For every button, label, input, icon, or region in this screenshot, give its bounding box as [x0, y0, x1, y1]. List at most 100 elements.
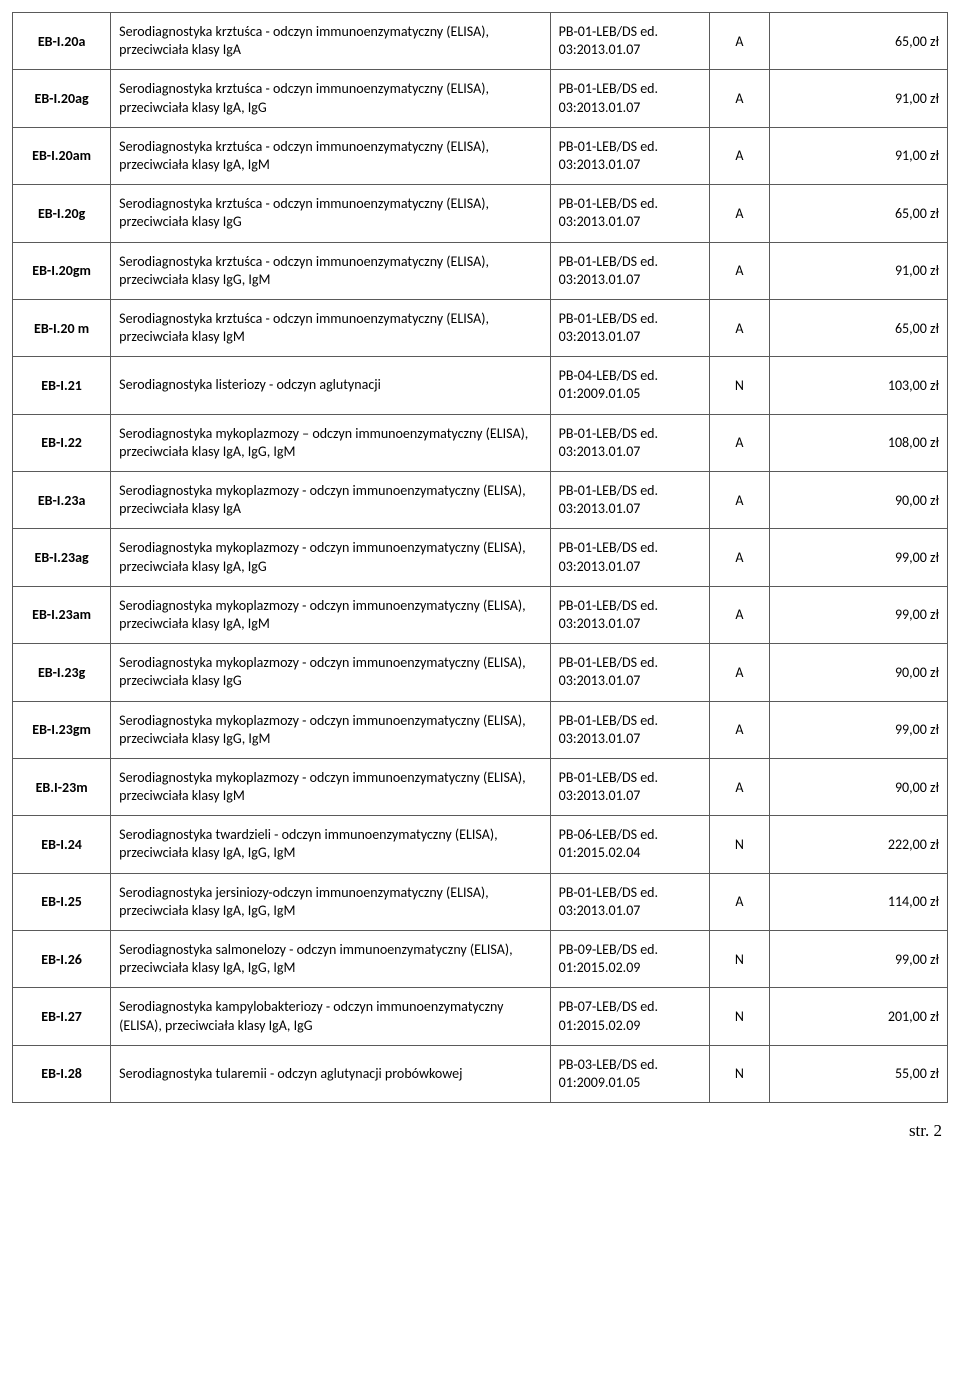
table-row: EB-I.28Serodiagnostyka tularemii - odczy… [13, 1045, 948, 1102]
cell-code: EB-I.27 [13, 988, 111, 1045]
cell-reference: PB-09-LEB/DS ed. 01:2015.02.09 [550, 931, 709, 988]
cell-description: Serodiagnostyka listeriozy - odczyn aglu… [111, 357, 550, 414]
cell-price: 222,00 zł [770, 816, 948, 873]
cell-flag: A [709, 873, 770, 930]
cell-code: EB.I-23m [13, 758, 111, 815]
cell-description: Serodiagnostyka krztuśca - odczyn immuno… [111, 127, 550, 184]
cell-code: EB-I.20am [13, 127, 111, 184]
table-row: EB-I.23agSerodiagnostyka mykoplazmozy - … [13, 529, 948, 586]
cell-code: EB-I.23g [13, 644, 111, 701]
cell-description: Serodiagnostyka tularemii - odczyn aglut… [111, 1045, 550, 1102]
cell-code: EB-I.23gm [13, 701, 111, 758]
cell-flag: A [709, 242, 770, 299]
table-row: EB-I.23gSerodiagnostyka mykoplazmozy - o… [13, 644, 948, 701]
cell-reference: PB-06-LEB/DS ed. 01:2015.02.04 [550, 816, 709, 873]
cell-price: 90,00 zł [770, 472, 948, 529]
table-row: EB-I.20 mSerodiagnostyka krztuśca - odcz… [13, 299, 948, 356]
cell-description: Serodiagnostyka kampylobakteriozy - odcz… [111, 988, 550, 1045]
cell-code: EB-I.23a [13, 472, 111, 529]
cell-flag: A [709, 185, 770, 242]
cell-code: EB-I.22 [13, 414, 111, 471]
cell-price: 65,00 zł [770, 299, 948, 356]
cell-flag: A [709, 414, 770, 471]
cell-code: EB-I.25 [13, 873, 111, 930]
cell-reference: PB-03-LEB/DS ed. 01:2009.01.05 [550, 1045, 709, 1102]
cell-price: 103,00 zł [770, 357, 948, 414]
cell-price: 91,00 zł [770, 70, 948, 127]
cell-description: Serodiagnostyka krztuśca - odczyn immuno… [111, 242, 550, 299]
cell-flag: A [709, 586, 770, 643]
pricing-table-body: EB-I.20aSerodiagnostyka krztuśca - odczy… [13, 13, 948, 1103]
cell-price: 91,00 zł [770, 242, 948, 299]
table-row: EB-I.25Serodiagnostyka jersiniozy-odczyn… [13, 873, 948, 930]
cell-price: 91,00 zł [770, 127, 948, 184]
table-row: EB-I.23aSerodiagnostyka mykoplazmozy - o… [13, 472, 948, 529]
table-row: EB-I.20gmSerodiagnostyka krztuśca - odcz… [13, 242, 948, 299]
cell-flag: A [709, 529, 770, 586]
cell-code: EB-I.20ag [13, 70, 111, 127]
cell-description: Serodiagnostyka salmonelozy - odczyn imm… [111, 931, 550, 988]
cell-flag: A [709, 127, 770, 184]
cell-price: 99,00 zł [770, 586, 948, 643]
cell-price: 99,00 zł [770, 701, 948, 758]
cell-flag: A [709, 472, 770, 529]
cell-reference: PB-01-LEB/DS ed. 03:2013.01.07 [550, 127, 709, 184]
cell-price: 65,00 zł [770, 13, 948, 70]
cell-price: 99,00 zł [770, 529, 948, 586]
cell-code: EB-I.24 [13, 816, 111, 873]
cell-description: Serodiagnostyka mykoplazmozy – odczyn im… [111, 414, 550, 471]
table-row: EB-I.20gSerodiagnostyka krztuśca - odczy… [13, 185, 948, 242]
cell-code: EB-I.26 [13, 931, 111, 988]
cell-code: EB-I.23ag [13, 529, 111, 586]
cell-flag: N [709, 816, 770, 873]
cell-description: Serodiagnostyka twardzieli - odczyn immu… [111, 816, 550, 873]
cell-price: 90,00 zł [770, 758, 948, 815]
cell-flag: A [709, 299, 770, 356]
table-row: EB-I.27Serodiagnostyka kampylobakteriozy… [13, 988, 948, 1045]
cell-reference: PB-01-LEB/DS ed. 03:2013.01.07 [550, 414, 709, 471]
cell-flag: N [709, 1045, 770, 1102]
table-row: EB-I.20agSerodiagnostyka krztuśca - odcz… [13, 70, 948, 127]
cell-reference: PB-01-LEB/DS ed. 03:2013.01.07 [550, 529, 709, 586]
cell-reference: PB-01-LEB/DS ed. 03:2013.01.07 [550, 758, 709, 815]
cell-description: Serodiagnostyka mykoplazmozy - odczyn im… [111, 701, 550, 758]
cell-description: Serodiagnostyka mykoplazmozy - odczyn im… [111, 586, 550, 643]
cell-code: EB-I.23am [13, 586, 111, 643]
cell-reference: PB-01-LEB/DS ed. 03:2013.01.07 [550, 701, 709, 758]
cell-price: 114,00 zł [770, 873, 948, 930]
cell-description: Serodiagnostyka krztuśca - odczyn immuno… [111, 70, 550, 127]
table-row: EB-I.20amSerodiagnostyka krztuśca - odcz… [13, 127, 948, 184]
cell-flag: N [709, 931, 770, 988]
cell-reference: PB-01-LEB/DS ed. 03:2013.01.07 [550, 873, 709, 930]
cell-reference: PB-01-LEB/DS ed. 03:2013.01.07 [550, 644, 709, 701]
table-row: EB.I-23mSerodiagnostyka mykoplazmozy - o… [13, 758, 948, 815]
cell-price: 90,00 zł [770, 644, 948, 701]
cell-price: 201,00 zł [770, 988, 948, 1045]
cell-flag: A [709, 701, 770, 758]
cell-description: Serodiagnostyka krztuśca - odczyn immuno… [111, 185, 550, 242]
table-row: EB-I.22Serodiagnostyka mykoplazmozy – od… [13, 414, 948, 471]
cell-description: Serodiagnostyka krztuśca - odczyn immuno… [111, 13, 550, 70]
table-row: EB-I.23amSerodiagnostyka mykoplazmozy - … [13, 586, 948, 643]
cell-flag: N [709, 357, 770, 414]
cell-description: Serodiagnostyka mykoplazmozy - odczyn im… [111, 529, 550, 586]
cell-price: 108,00 zł [770, 414, 948, 471]
cell-flag: A [709, 758, 770, 815]
cell-price: 55,00 zł [770, 1045, 948, 1102]
cell-flag: A [709, 70, 770, 127]
cell-description: Serodiagnostyka jersiniozy-odczyn immuno… [111, 873, 550, 930]
cell-reference: PB-01-LEB/DS ed. 03:2013.01.07 [550, 586, 709, 643]
cell-reference: PB-01-LEB/DS ed. 03:2013.01.07 [550, 70, 709, 127]
cell-code: EB-I.28 [13, 1045, 111, 1102]
cell-flag: N [709, 988, 770, 1045]
table-row: EB-I.21Serodiagnostyka listeriozy - odcz… [13, 357, 948, 414]
cell-price: 65,00 zł [770, 185, 948, 242]
cell-code: EB-I.20 m [13, 299, 111, 356]
cell-reference: PB-01-LEB/DS ed. 03:2013.01.07 [550, 242, 709, 299]
cell-description: Serodiagnostyka mykoplazmozy - odczyn im… [111, 644, 550, 701]
table-row: EB-I.26Serodiagnostyka salmonelozy - odc… [13, 931, 948, 988]
cell-description: Serodiagnostyka mykoplazmozy - odczyn im… [111, 472, 550, 529]
cell-reference: PB-01-LEB/DS ed. 03:2013.01.07 [550, 185, 709, 242]
cell-reference: PB-01-LEB/DS ed. 03:2013.01.07 [550, 299, 709, 356]
cell-flag: A [709, 644, 770, 701]
